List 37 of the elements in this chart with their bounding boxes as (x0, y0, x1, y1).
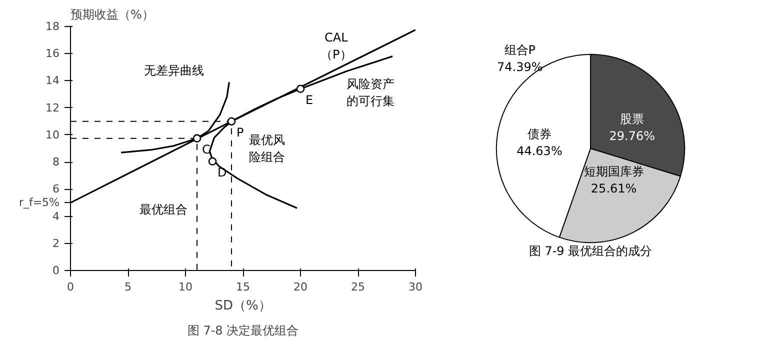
y-tick-label: 4 (52, 210, 60, 223)
y-tick-label: 18 (46, 20, 60, 33)
x-tick-label: 5 (124, 280, 132, 294)
text: 组合P 74.39% (497, 43, 543, 74)
slice-label: 短期国库券 (584, 164, 644, 179)
annotation: E (306, 92, 314, 107)
y-tick-label: 14 (46, 74, 60, 88)
annotation: 风险资产的可行集 (346, 76, 395, 108)
slice-label: 股票 (620, 112, 644, 126)
x-tick-label: 15 (236, 280, 250, 294)
annotation: 无差异曲线 (144, 63, 204, 78)
annotation: 最优组合 (140, 202, 188, 216)
annotation: CAL（P） (320, 30, 352, 62)
annotation: 最优风险组合 (249, 133, 286, 164)
y-tick-label: 0 (52, 264, 60, 277)
y-tick-label: 12 (46, 101, 60, 114)
x-tick-label: 25 (351, 280, 365, 294)
y-tick-label: 6 (52, 182, 60, 196)
x-tick-label: 10 (178, 280, 192, 294)
y-tick-label: 10 (46, 128, 60, 142)
annotation: P (236, 125, 244, 140)
y-tick-label: 2 (52, 236, 60, 250)
y-tick-label: 8 (52, 156, 60, 169)
slice-label: 债券 (527, 127, 552, 142)
data-label: 25.61% (590, 181, 637, 196)
caption: 图 7-8 决定最优组合 (187, 324, 299, 338)
x-tick-label: 0 (67, 280, 74, 294)
y-tick-label: 16 (46, 47, 60, 60)
caption: 图 7-9 最优组合的成分 (528, 244, 652, 258)
data-label: 29.76% (609, 128, 656, 143)
data-label: 44.63% (516, 144, 562, 158)
x-tick-label: 30 (408, 280, 422, 294)
x-tick-label: 20 (294, 280, 308, 294)
annotation: C (202, 142, 210, 156)
y-axis-title: 预期收益（%） (70, 8, 154, 22)
y-tick-label: r_f=5% (18, 196, 60, 210)
x-axis-title: SD（%） (214, 298, 272, 314)
